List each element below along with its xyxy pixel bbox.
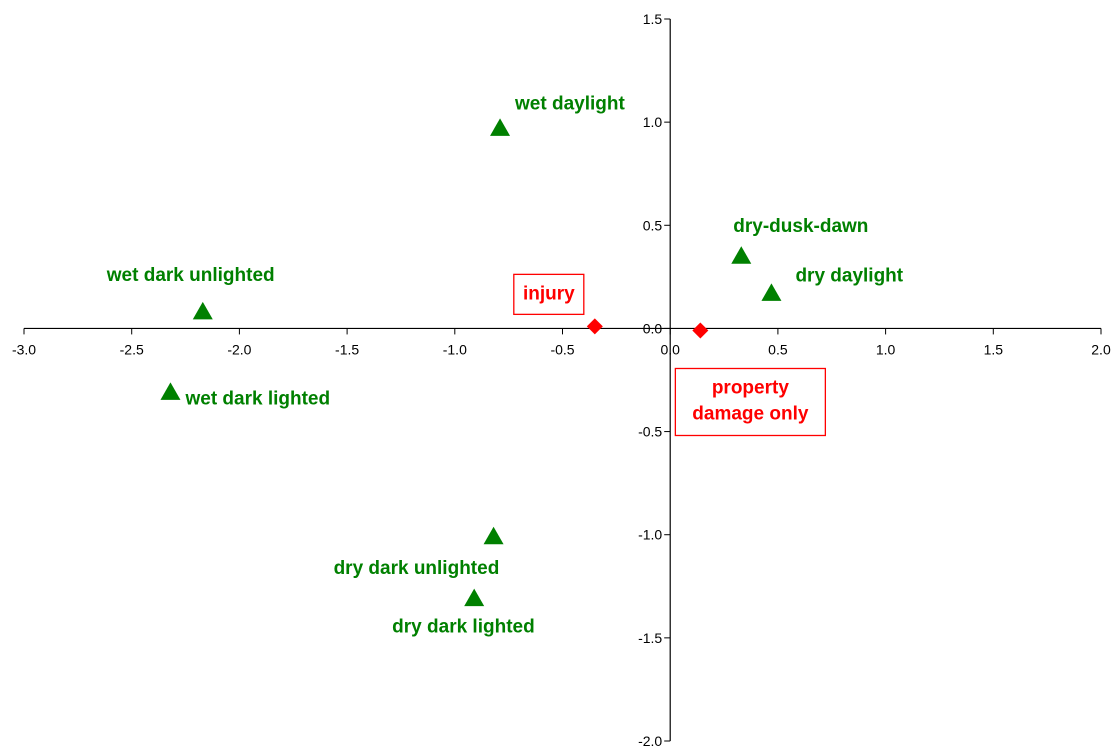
x-tick-label: 1.5 (984, 341, 1004, 357)
point-label: wet dark lighted (184, 388, 330, 409)
diamond-marker (692, 322, 709, 339)
point-label: dry dark unlighted (334, 558, 500, 579)
x-tick-label: -2.0 (227, 341, 251, 357)
y-tick-label: 1.0 (643, 114, 663, 130)
x-tick-label: -1.5 (335, 341, 359, 357)
point-label: wet daylight (514, 93, 625, 114)
x-tick-label: -0.5 (550, 341, 574, 357)
x-tick-label: 0.5 (768, 341, 788, 357)
point-labels: wet daylight dry-dusk-dawn dry daylight wet… (106, 93, 904, 637)
point-label: wet dark unlighted (106, 265, 275, 286)
triangle-marker (761, 283, 782, 301)
y-tick-label: -2.0 (638, 733, 662, 746)
x-tick-label: 0.0 (660, 341, 680, 357)
y-tick-label: 0.0 (643, 320, 663, 336)
y-tick-label: 1.5 (643, 11, 663, 27)
point-label: dry daylight (795, 265, 903, 286)
data-points (160, 118, 782, 607)
tick-labels: -3.0 -2.5 -2.0 -1.5 -1.0 -0.5 0.0 0.5 1.0 1.5 2.0 1… (12, 11, 1111, 746)
y-tick-label: -1.0 (638, 527, 662, 543)
triangle-marker (483, 526, 504, 545)
point-label: dry-dusk-dawn (733, 216, 868, 237)
y-tick-label: -0.5 (638, 424, 662, 440)
triangle-marker (490, 118, 511, 136)
triangle-marker (160, 382, 181, 400)
point-label: dry dark lighted (392, 617, 535, 638)
x-tick-label: 1.0 (876, 341, 896, 357)
x-tick-label: 2.0 (1091, 341, 1111, 357)
label-box (674, 367, 827, 437)
axes (23, 18, 1102, 742)
label-box (513, 273, 585, 316)
y-tick-label: -1.5 (638, 630, 662, 646)
y-tick-label: 0.5 (643, 217, 663, 233)
x-tick-label: -2.5 (120, 341, 144, 357)
point-label: property damage only (692, 377, 809, 424)
x-tick-label: -1.0 (443, 341, 467, 357)
triangle-marker (464, 588, 485, 607)
x-tick-label: -3.0 (12, 341, 36, 357)
triangle-marker (731, 246, 752, 264)
point-label: injury (523, 283, 575, 304)
diamond-marker (586, 318, 603, 335)
triangle-marker (192, 301, 213, 320)
